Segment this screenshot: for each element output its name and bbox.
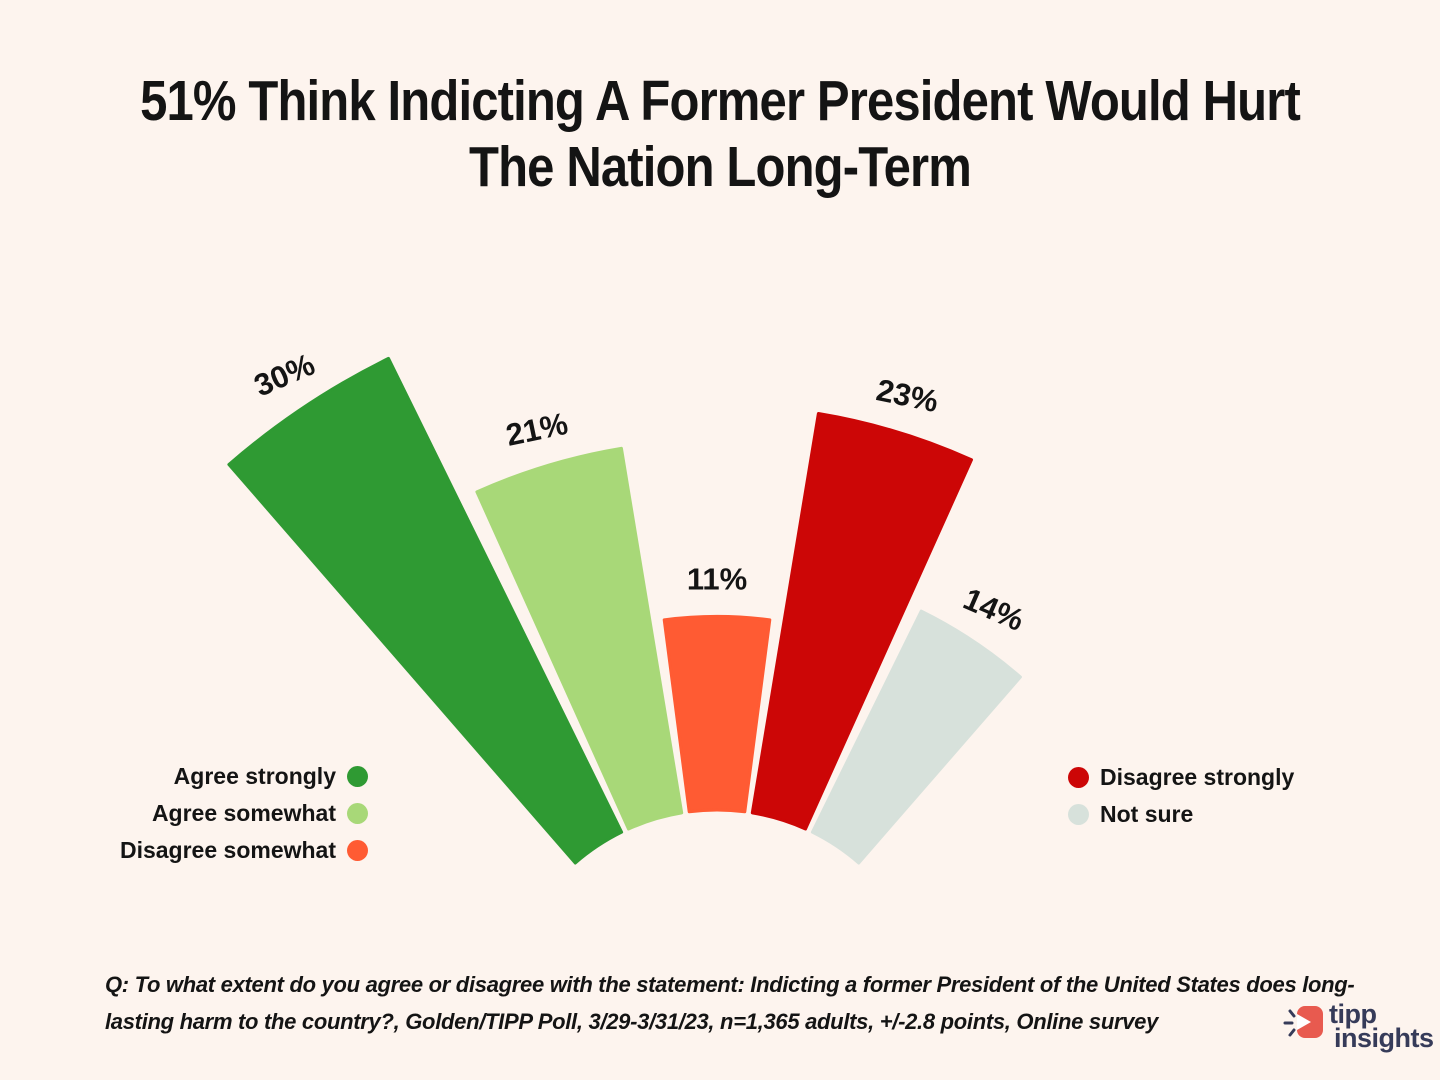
wedge-disagree-strongly <box>750 412 973 831</box>
legend-label: Disagree somewhat <box>119 836 336 863</box>
legend-dot-disagree-strongly <box>1068 766 1089 788</box>
wedge-value-label-not-sure: 14% <box>958 581 1029 638</box>
wedge-agree-somewhat <box>475 446 684 831</box>
legend-dot-agree-strongly <box>347 765 368 787</box>
source-footnote: Q: To what extent do you agree or disagr… <box>105 966 1355 1040</box>
legend-dot-not-sure <box>1068 803 1089 825</box>
chart-title-line1: 51% Think Indicting A Former President W… <box>140 69 1301 133</box>
legend-dot-agree-somewhat <box>347 802 368 824</box>
logo-word-tipp: tipp <box>1329 999 1377 1029</box>
chart-title-line2: The Nation Long-Term <box>468 135 972 199</box>
wedge-not-sure <box>810 609 1022 865</box>
logo-white-arrow-icon <box>1297 1014 1311 1030</box>
wedge-value-label-agree-somewhat: 21% <box>503 406 571 453</box>
legend-label: Disagree strongly <box>1100 763 1295 790</box>
legend-item-agree-strongly: Agree strongly <box>105 762 368 789</box>
footnote-line2: lasting harm to the country?, Golden/TIP… <box>105 1009 1159 1034</box>
logo-wordmark: tipp insights <box>1329 999 1434 1053</box>
legend-label: Not sure <box>1100 800 1194 827</box>
logo-word-insights: insights <box>1334 1023 1434 1053</box>
wedge-value-label-agree-strongly: 30% <box>249 347 320 404</box>
wedge-disagree-somewhat <box>662 614 772 814</box>
legend-item-agree-somewhat: Agree somewhat <box>105 799 368 826</box>
legend-label: Agree strongly <box>173 762 336 789</box>
legend-item-not-sure: Not sure <box>1068 800 1294 827</box>
footnote-line1: Q: To what extent do you agree or disagr… <box>105 972 1355 997</box>
tipp-insights-logo: tipp insights <box>1282 999 1434 1053</box>
legend-item-disagree-strongly: Disagree strongly <box>1068 763 1295 790</box>
wedge-value-label-disagree-somewhat: 11% <box>687 561 747 596</box>
legend-left: Agree strongly Agree somewhat Disagree s… <box>105 762 368 875</box>
tipp-logo-arrow-icon <box>1283 1006 1323 1038</box>
wedge-value-label-disagree-strongly: 23% <box>873 372 941 419</box>
wedge-agree-strongly <box>227 356 624 865</box>
logo-rays-icon <box>1283 1009 1296 1037</box>
legend-item-disagree-somewhat: Disagree somewhat <box>105 836 368 863</box>
legend-dot-disagree-somewhat <box>347 839 368 861</box>
chart-title: 51% Think Indicting A Former President W… <box>101 68 1339 200</box>
legend-right: Disagree strongly Not sure <box>1068 763 1295 839</box>
legend-label: Agree somewhat <box>151 799 336 826</box>
